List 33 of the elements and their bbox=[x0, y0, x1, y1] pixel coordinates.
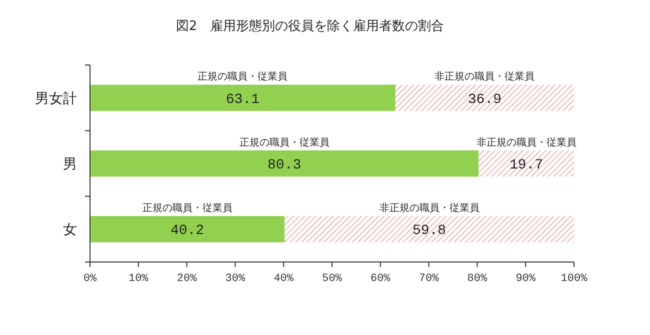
x-tick-label: 50% bbox=[322, 273, 342, 285]
bar bbox=[90, 216, 285, 242]
x-tick-label: 100% bbox=[560, 273, 588, 285]
x-tick-label: 10% bbox=[128, 273, 149, 285]
bar bbox=[478, 150, 574, 177]
data-label: 63.1 bbox=[226, 92, 260, 108]
x-tick-label: 30% bbox=[225, 273, 246, 285]
text: 非正規の職員・従業員 bbox=[476, 137, 576, 148]
series-label: 正規の職員・従業員 bbox=[198, 70, 288, 83]
series-label: 非正規の職員・従業員 bbox=[434, 70, 535, 83]
x-tick-label: 40% bbox=[274, 273, 294, 285]
text: 正規の職員・従業員 bbox=[239, 137, 330, 148]
y-tick-label: 男 bbox=[63, 156, 77, 172]
data-label: 40.2 bbox=[170, 223, 204, 240]
x-tick-label: 20% bbox=[176, 273, 198, 285]
chart-title: 図2 雇用形態別の役員を除く雇用者数の割合 bbox=[176, 18, 444, 34]
bar bbox=[395, 84, 574, 111]
text: 非正規の職員・従業員 bbox=[379, 203, 480, 214]
x-tick-label: 90% bbox=[516, 273, 536, 285]
x-tick-label: 0% bbox=[83, 273, 97, 285]
y-tick-label: 女 bbox=[63, 222, 77, 238]
bar bbox=[284, 216, 574, 242]
data-label: 80.3 bbox=[268, 158, 302, 174]
x-tick-label: 60% bbox=[370, 273, 391, 285]
y-tick-label: 男女計 bbox=[35, 90, 77, 107]
data-label: 59.8 bbox=[412, 223, 446, 240]
x-tick-label: 80% bbox=[467, 273, 488, 285]
data-label: 36.9 bbox=[468, 92, 502, 108]
bar bbox=[90, 84, 396, 111]
bar bbox=[90, 150, 479, 177]
x-tick-label: 70% bbox=[418, 273, 440, 285]
text: 正規の職員・従業員 bbox=[142, 203, 232, 214]
data-label: 19.7 bbox=[510, 158, 544, 174]
